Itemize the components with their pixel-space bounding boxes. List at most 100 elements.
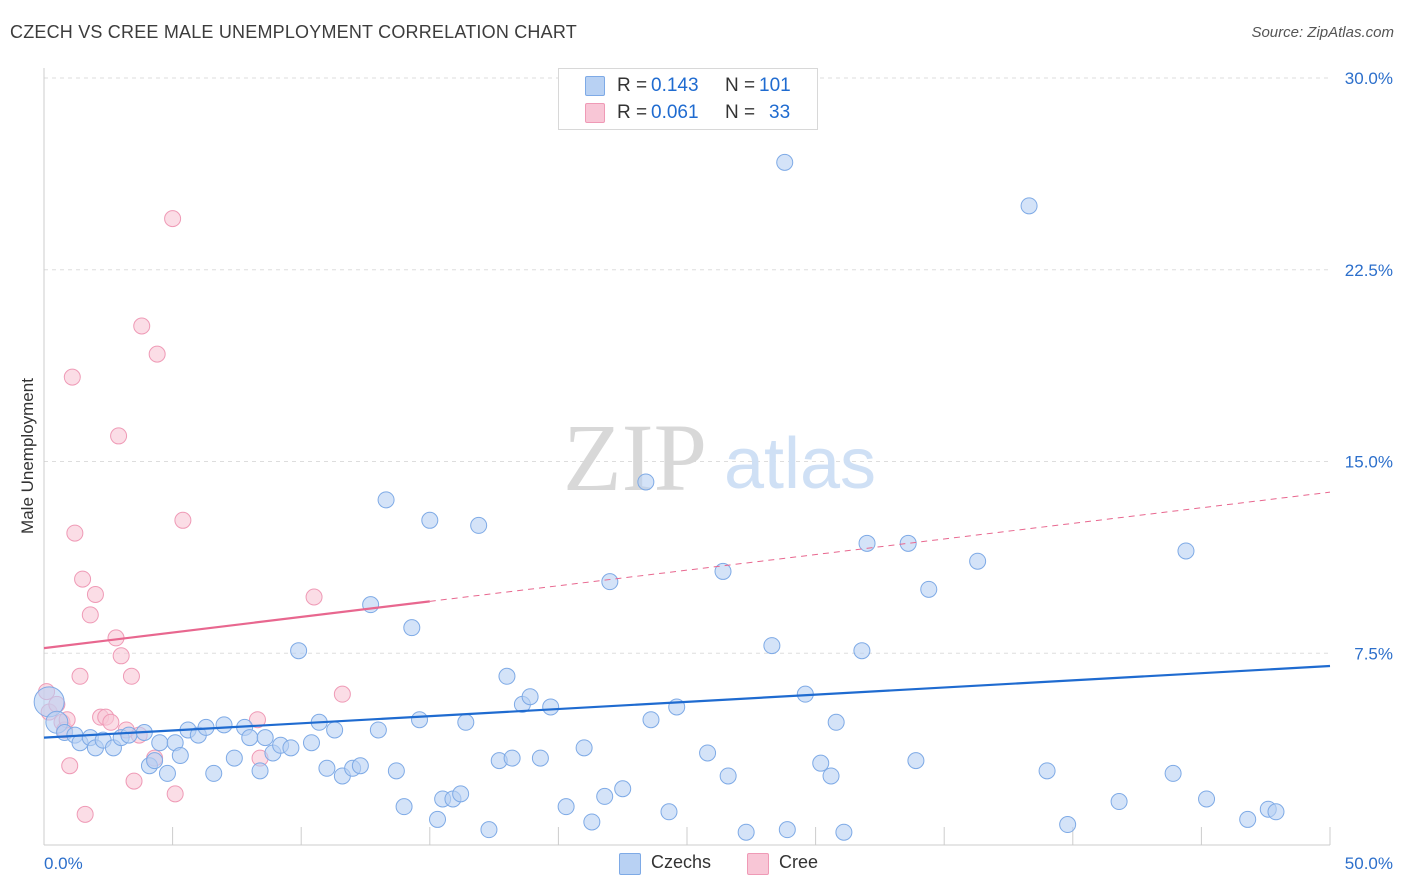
bottom-legend-cree: Cree — [747, 852, 837, 876]
cree-point-28 — [166, 785, 184, 803]
tick-labels: 7.5% 15.0% 22.5% 30.0% 0.0% 50.0% — [44, 69, 1393, 873]
czech-point-68 — [642, 711, 660, 729]
cree-swatch — [585, 103, 605, 123]
czech-point-84 — [858, 534, 876, 552]
czech-swatch — [585, 76, 605, 96]
watermark-zip: ZIP — [563, 404, 707, 511]
czech-point-59 — [531, 749, 549, 767]
czech-point-13 — [146, 752, 164, 770]
czech-point-76 — [776, 153, 794, 171]
czech-point-40 — [369, 721, 387, 739]
x-tick-label-1: 50.0% — [1345, 854, 1393, 873]
trend-lines — [43, 491, 1331, 739]
cree-point-9 — [71, 667, 89, 685]
czech-point-71 — [699, 744, 717, 762]
cree-point-7 — [63, 368, 81, 386]
czech-point-93 — [1164, 764, 1182, 782]
czech-point-17 — [171, 747, 189, 765]
czech-point-45 — [411, 711, 429, 729]
czech-point-66 — [614, 780, 632, 798]
cree-point-32 — [305, 588, 323, 606]
cree-point-10 — [74, 570, 92, 588]
czech-r-value: 0.143 — [651, 75, 699, 96]
czech-point-31 — [290, 642, 308, 660]
czech-point-34 — [318, 759, 336, 777]
czech-point-92 — [1110, 793, 1128, 811]
czech-point-46 — [421, 511, 439, 529]
czech-point-69 — [660, 803, 678, 821]
correlation-legend: R = 0.143 N = 101 R = 0.061 N = 33 — [558, 68, 818, 130]
czech-point-44 — [403, 619, 421, 637]
cree-r-label: R = — [617, 102, 648, 123]
chart-title: CZECH VS CREE MALE UNEMPLOYMENT CORRELAT… — [10, 22, 577, 42]
cree-point-21 — [122, 667, 140, 685]
czech-point-72 — [714, 562, 732, 580]
cree-point-13 — [86, 585, 104, 603]
cree-point-8 — [66, 524, 84, 542]
czech-point-62 — [575, 739, 593, 757]
czech-trend-line — [43, 664, 1331, 739]
czech-point-75 — [763, 637, 781, 655]
czech-point-86 — [907, 752, 925, 770]
czech-point-43 — [395, 798, 413, 816]
cree-point-11 — [76, 805, 94, 823]
czech-point-77 — [778, 821, 796, 839]
czech-point-91 — [1059, 816, 1077, 834]
cree-n-label: N = — [725, 102, 756, 123]
czech-r-label: R = — [617, 75, 648, 96]
czech-point-53 — [480, 821, 498, 839]
czech-point-79 — [812, 754, 830, 772]
czech-point-87 — [920, 580, 938, 598]
y-tick-label-2: 22.5% — [1345, 261, 1393, 280]
czech-point-67 — [637, 473, 655, 491]
czech-point-63 — [583, 813, 601, 831]
cree-legend-swatch — [747, 853, 769, 875]
czech-point-41 — [377, 491, 395, 509]
y-tick-label-1: 15.0% — [1345, 453, 1393, 472]
bottom-legend-czech: Czechs — [619, 852, 729, 876]
czech-point-10 — [120, 726, 138, 744]
cree-legend-label: Cree — [779, 852, 819, 872]
y-tick-label-0: 7.5% — [1354, 644, 1393, 663]
czech-point-61 — [557, 798, 575, 816]
legend-row-cree: R = 0.061 N = 33 — [559, 100, 817, 126]
czech-point-42 — [387, 762, 405, 780]
czech-point-22 — [215, 716, 233, 734]
cree-point-16 — [102, 713, 120, 731]
czech-point-52 — [470, 516, 488, 534]
czech-points — [33, 153, 1285, 841]
cree-point-24 — [133, 317, 151, 335]
czech-point-38 — [351, 757, 369, 775]
legend-row-czech: R = 0.143 N = 101 — [559, 73, 817, 99]
czech-point-30 — [282, 739, 300, 757]
czech-point-65 — [601, 573, 619, 591]
czech-point-26 — [251, 762, 269, 780]
czech-n-value: 101 — [759, 75, 791, 96]
watermark-atlas: atlas — [724, 424, 876, 504]
czech-point-89 — [1020, 197, 1038, 215]
czech-point-82 — [835, 823, 853, 841]
czech-point-74 — [737, 823, 755, 841]
czech-point-14 — [151, 734, 169, 752]
cree-point-19 — [112, 647, 130, 665]
czech-point-98 — [1267, 803, 1285, 821]
czech-point-51 — [457, 713, 475, 731]
czech-point-23 — [225, 749, 243, 767]
cree-point-30 — [248, 711, 266, 729]
cree-point-22 — [125, 772, 143, 790]
czech-point-15 — [158, 764, 176, 782]
czech-point-80 — [822, 767, 840, 785]
czech-point-96 — [1239, 810, 1257, 828]
cree-point-33 — [333, 685, 351, 703]
cree-n-value: 33 — [769, 102, 791, 123]
czech-point-58 — [521, 688, 539, 706]
cree-trend-line-dashed — [429, 491, 1331, 602]
czech-point-64 — [596, 787, 614, 805]
watermark: ZIP atlas — [563, 404, 876, 511]
czech-point-21 — [205, 764, 223, 782]
cree-point-27 — [164, 210, 182, 228]
czech-legend-label: Czechs — [651, 852, 712, 872]
czech-point-88 — [969, 552, 987, 570]
czech-point-50 — [452, 785, 470, 803]
